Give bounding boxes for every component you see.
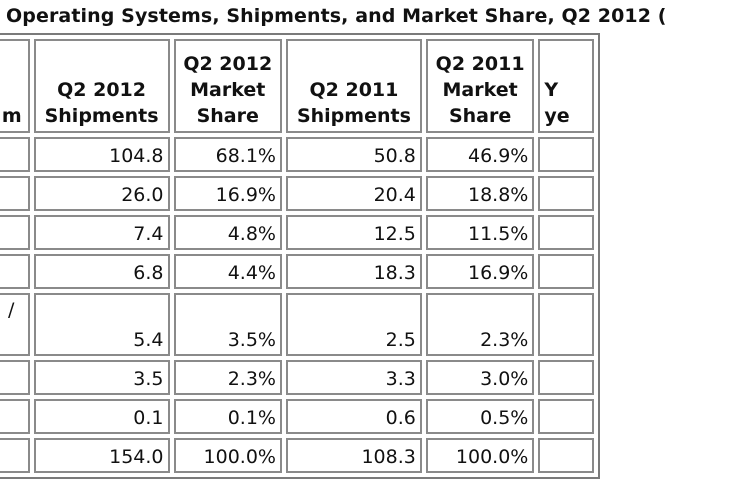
header-row: m Q2 2012 Shipments Q2 2012 Market Share…	[0, 39, 594, 133]
table-title: Operating Systems, Shipments, and Market…	[6, 5, 667, 27]
q2-2012-share-cell: 4.4%	[173, 254, 282, 289]
header-q2-2012-shipments-line-2: Q2 2012	[57, 79, 146, 101]
q2-2011-shipments-cell: 108.3	[285, 438, 422, 473]
q2-2011-share-cell: 2.3%	[425, 293, 535, 356]
header-q2-2011-share-line-1: Q2 2011	[435, 53, 525, 75]
platform-cell	[0, 215, 30, 250]
yoy-cell	[538, 215, 594, 250]
q2-2011-share-cell: 100.0%	[425, 438, 535, 473]
table-row: 104.8 68.1% 50.8 46.9%	[0, 137, 594, 172]
q2-2011-share-cell: 11.5%	[425, 215, 535, 250]
header-q2-2011-shipments: Q2 2011 Shipments	[285, 39, 422, 133]
q2-2011-share-cell: 16.9%	[425, 254, 535, 289]
platform-cell	[0, 254, 30, 289]
table-row: 3.5 2.3% 3.3 3.0%	[0, 360, 594, 395]
header-yoy-line-3: ye	[544, 105, 570, 127]
q2-2011-shipments-cell: 3.3	[285, 360, 422, 395]
platform-cell	[0, 438, 30, 473]
yoy-cell	[538, 176, 594, 211]
header-q2-2011-share-line-2: Market	[442, 79, 518, 101]
q2-2012-shipments-cell: 3.5	[33, 360, 170, 395]
q2-2012-shipments-cell: 5.4	[33, 293, 170, 356]
table-row: 154.0 100.0% 108.3 100.0%	[0, 438, 594, 473]
q2-2011-share-cell: 46.9%	[425, 137, 535, 172]
table-row: 26.0 16.9% 20.4 18.8%	[0, 176, 594, 211]
header-q2-2011-share-line-3: Share	[448, 105, 512, 127]
q2-2012-share-cell: 68.1%	[173, 137, 282, 172]
header-yoy: Y ye	[538, 39, 594, 133]
platform-cell	[0, 137, 30, 172]
q2-2011-share-cell: 18.8%	[425, 176, 535, 211]
table-row: /5.4 3.5% 2.5 2.3%	[0, 293, 594, 356]
market-share-table: m Q2 2012 Shipments Q2 2012 Market Share…	[0, 33, 600, 479]
q2-2012-shipments-cell: 26.0	[33, 176, 170, 211]
yoy-cell	[538, 293, 594, 356]
q2-2012-share-cell: 16.9%	[173, 176, 282, 211]
yoy-cell	[538, 399, 594, 434]
yoy-cell	[538, 438, 594, 473]
q2-2012-share-cell: 100.0%	[173, 438, 282, 473]
yoy-cell	[538, 254, 594, 289]
header-q2-2012-share-line-1: Q2 2012	[183, 53, 273, 75]
q2-2012-share-cell: 4.8%	[173, 215, 282, 250]
header-q2-2011-share: Q2 2011 Market Share	[425, 39, 535, 133]
platform-cell	[0, 360, 30, 395]
header-q2-2011-shipments-line-3: Shipments	[296, 105, 411, 127]
q2-2011-shipments-cell: 20.4	[285, 176, 422, 211]
q2-2011-shipments-cell: 50.8	[285, 137, 422, 172]
q2-2011-share-cell: 3.0%	[425, 360, 535, 395]
q2-2012-shipments-cell: 7.4	[33, 215, 170, 250]
q2-2012-shipments-cell: 0.1	[33, 399, 170, 434]
header-q2-2011-shipments-line-2: Q2 2011	[309, 79, 399, 101]
q2-2011-shipments-cell: 2.5	[285, 293, 422, 356]
yoy-cell	[538, 360, 594, 395]
table-row: 6.8 4.4% 18.3 16.9%	[0, 254, 594, 289]
q2-2011-shipments-cell: 12.5	[285, 215, 422, 250]
header-q2-2012-shipments: Q2 2012 Shipments	[33, 39, 170, 133]
q2-2011-shipments-cell: 18.3	[285, 254, 422, 289]
q2-2012-share-cell: 3.5%	[173, 293, 282, 356]
platform-cell	[0, 399, 30, 434]
header-platform: m	[0, 39, 30, 133]
platform-cell	[0, 176, 30, 211]
q2-2012-shipments-cell: 6.8	[33, 254, 170, 289]
q2-2012-shipments-cell: 154.0	[33, 438, 170, 473]
header-q2-2012-share: Q2 2012 Market Share	[173, 39, 282, 133]
header-platform-line-3: m	[1, 105, 22, 127]
header-q2-2012-share-line-2: Market	[190, 79, 266, 101]
q2-2012-shipments-cell: 104.8	[33, 137, 170, 172]
table-body: 104.8 68.1% 50.8 46.9% 26.0 16.9% 20.4 18.8% 7.4…	[0, 137, 594, 473]
q2-2012-share-cell: 0.1%	[173, 399, 282, 434]
table-row: 7.4 4.8% 12.5 11.5%	[0, 215, 594, 250]
platform-cell: /	[0, 293, 30, 356]
q2-2012-share-cell: 2.3%	[173, 360, 282, 395]
header-yoy-line-2: Y	[544, 79, 559, 101]
yoy-cell	[538, 137, 594, 172]
table-row: 0.1 0.1% 0.6 0.5%	[0, 399, 594, 434]
header-q2-2012-shipments-line-3: Shipments	[44, 105, 159, 127]
q2-2011-share-cell: 0.5%	[425, 399, 535, 434]
q2-2011-shipments-cell: 0.6	[285, 399, 422, 434]
header-q2-2012-share-line-3: Share	[196, 105, 259, 127]
